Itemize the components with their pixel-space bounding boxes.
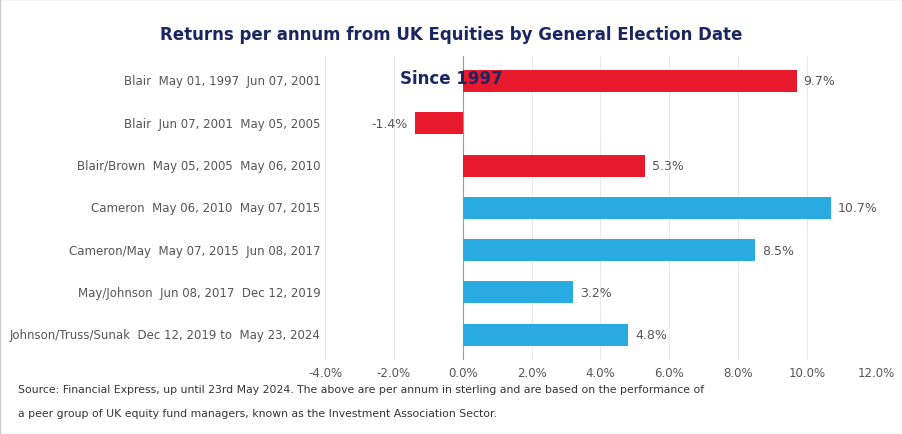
Text: May/Johnson  Jun 08, 2017  Dec 12, 2019: May/Johnson Jun 08, 2017 Dec 12, 2019 [78,286,320,299]
Text: 5.3%: 5.3% [651,160,683,173]
Text: Source: Financial Express, up until 23rd May 2024. The above are per annum in st: Source: Financial Express, up until 23rd… [18,384,704,394]
Text: Blair  Jun 07, 2001  May 05, 2005: Blair Jun 07, 2001 May 05, 2005 [124,118,320,130]
Text: Cameron/May  May 07, 2015  Jun 08, 2017: Cameron/May May 07, 2015 Jun 08, 2017 [69,244,320,257]
Text: 8.5%: 8.5% [761,244,794,257]
Text: 9.7%: 9.7% [803,75,834,88]
Text: Since 1997: Since 1997 [400,69,502,87]
Text: Returns per annum from UK Equities by General Election Date: Returns per annum from UK Equities by Ge… [161,26,741,44]
Bar [462,240,755,261]
Text: Blair/Brown  May 05, 2005  May 06, 2010: Blair/Brown May 05, 2005 May 06, 2010 [77,160,320,173]
Text: Blair  May 01, 1997  Jun 07, 2001: Blair May 01, 1997 Jun 07, 2001 [124,75,320,88]
Bar [462,324,628,346]
Text: 4.8%: 4.8% [634,329,666,342]
Bar [462,197,830,219]
Bar [462,155,645,177]
Text: Cameron  May 06, 2010  May 07, 2015: Cameron May 06, 2010 May 07, 2015 [91,202,320,215]
Bar [462,282,572,304]
Bar [414,113,462,135]
Bar [462,71,796,93]
Text: -1.4%: -1.4% [371,118,408,130]
Text: 3.2%: 3.2% [579,286,611,299]
Text: a peer group of UK equity fund managers, known as the Investment Association Sec: a peer group of UK equity fund managers,… [18,408,496,418]
Text: 10.7%: 10.7% [837,202,877,215]
Text: Johnson/Truss/Sunak  Dec 12, 2019 to  May 23, 2024: Johnson/Truss/Sunak Dec 12, 2019 to May … [10,329,320,342]
